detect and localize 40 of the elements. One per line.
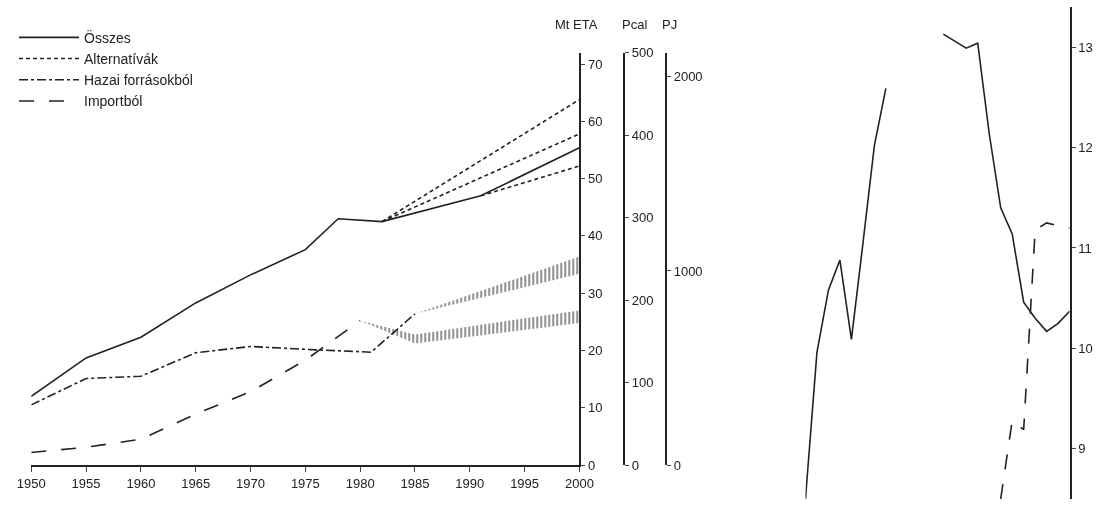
y-axis-title: Mt ETA xyxy=(555,17,598,32)
x-tick-label: 1965 xyxy=(181,475,211,491)
x-tick-label: 1985 xyxy=(400,475,430,491)
x-tick-label: 1995 xyxy=(510,475,540,491)
y3-tick-label: 2000 xyxy=(673,69,703,85)
y3-tick-label: 0 xyxy=(673,457,681,473)
x-tick-label: 1955 xyxy=(71,475,101,491)
y-tick-label: 9 xyxy=(1078,441,1086,457)
x-tick-label: 1975 xyxy=(290,475,320,491)
y-tick-label: 50 xyxy=(588,171,603,187)
y2-tick-label: 100 xyxy=(631,375,654,391)
y2-tick-label: 400 xyxy=(631,127,654,143)
y2-tick-label: 0 xyxy=(631,457,639,473)
y-tick-label: 20 xyxy=(588,343,603,359)
y-tick-label: 10 xyxy=(588,400,603,416)
legend-label: Importból xyxy=(84,93,143,110)
x-tick-label: 1990 xyxy=(455,475,485,491)
y3-axis-title: PJ xyxy=(662,17,678,32)
legend-label: Összes xyxy=(84,28,131,46)
y-tick-label: 0 xyxy=(588,457,596,473)
y-tick-label: 11 xyxy=(1078,240,1092,256)
y-tick-label: 70 xyxy=(588,56,603,72)
y-tick-label: 12 xyxy=(1078,140,1093,156)
y3-tick-label: 1000 xyxy=(673,263,703,279)
y-tick-label: 13 xyxy=(1078,39,1093,55)
y-tick-label: 30 xyxy=(588,285,603,301)
y2-tick-label: 500 xyxy=(631,45,654,61)
x-tick-label: 1950 xyxy=(16,475,46,491)
y-tick-label: 40 xyxy=(588,228,603,244)
y2-tick-label: 300 xyxy=(631,210,654,226)
y-tick-label: 60 xyxy=(588,113,603,129)
legend-label: Alternatívák xyxy=(84,51,159,68)
x-tick-label: 1960 xyxy=(126,475,156,491)
x-tick-label: 2000 xyxy=(564,475,594,491)
x-tick-label: 1970 xyxy=(236,475,265,491)
y2-axis-title: Pcal xyxy=(622,17,648,32)
y2-tick-label: 200 xyxy=(631,292,654,308)
legend-label: Hazai forrásokból xyxy=(84,72,193,89)
y-tick-label: 10 xyxy=(1078,340,1093,356)
x-tick-label: 1980 xyxy=(345,475,375,491)
